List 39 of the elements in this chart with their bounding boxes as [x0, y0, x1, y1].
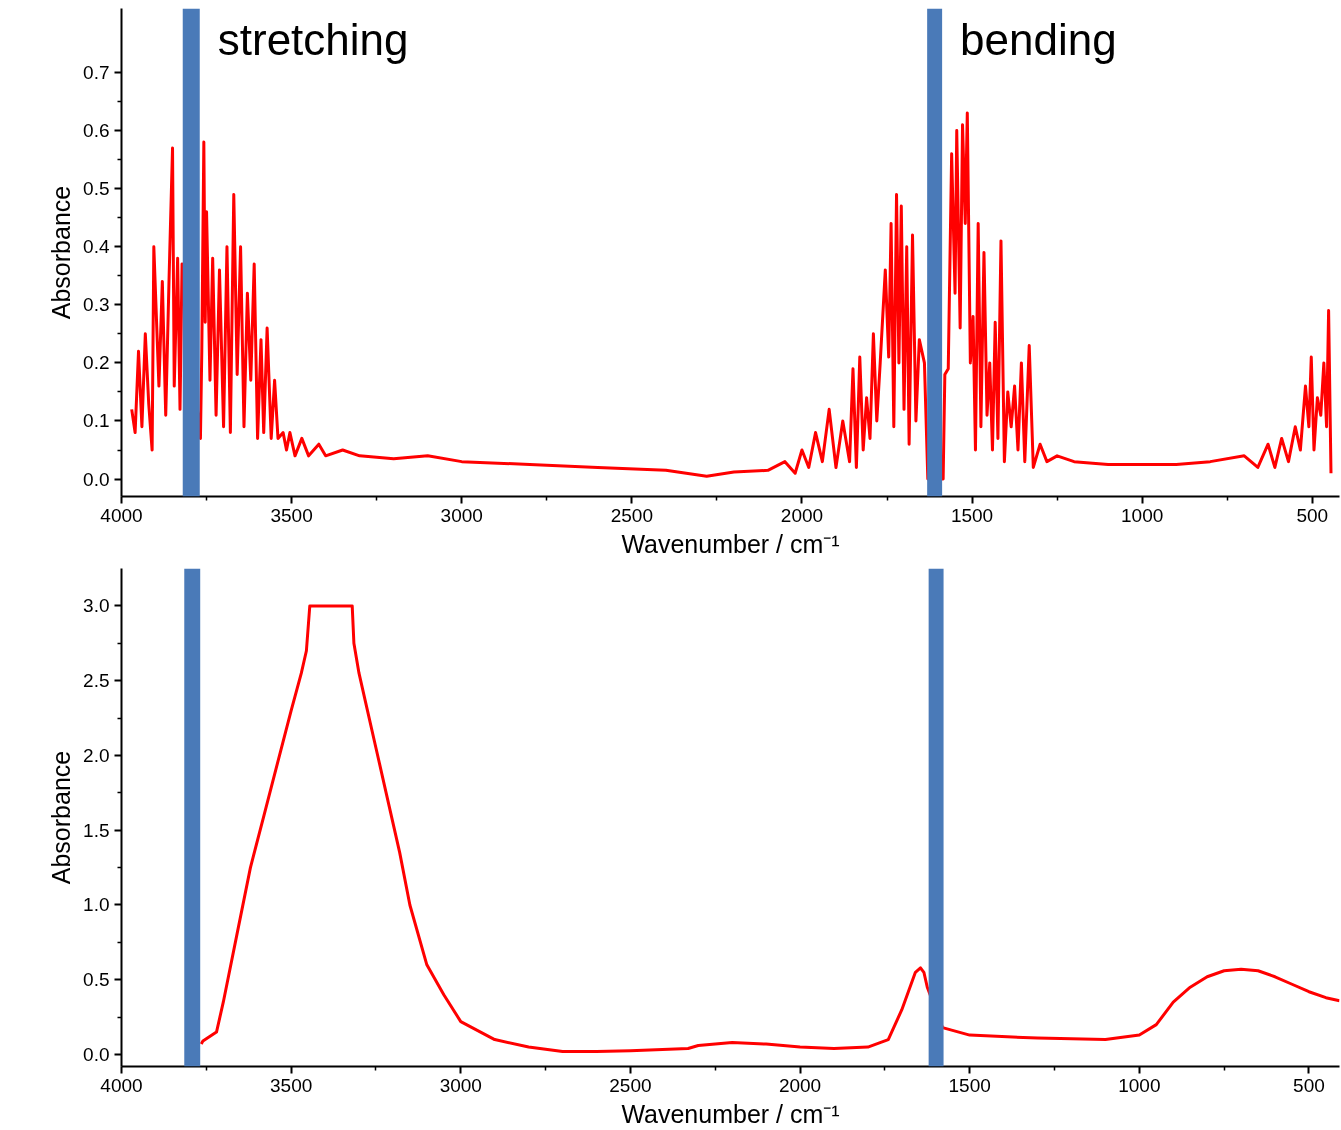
x-axis-title: Wavenumber / cm⁻¹: [621, 1099, 840, 1128]
x-tick-label: 3000: [439, 1074, 482, 1096]
y-tick-label: 0.3: [83, 294, 110, 316]
y-tick-label: 0.0: [83, 1044, 110, 1066]
x-tick-label: 500: [1293, 1074, 1325, 1096]
x-tick-label: 1000: [1118, 1074, 1161, 1096]
x-tick-label: 500: [1296, 504, 1329, 526]
x-tick-label: 2500: [609, 1074, 652, 1096]
line-series: [199, 604, 1340, 1054]
y-tick-label: 0.5: [83, 178, 110, 200]
x-tick-label: 4000: [100, 1074, 143, 1096]
y-tick-label: 1.0: [83, 894, 110, 916]
y-tick-label: 0.6: [83, 120, 110, 141]
y-tick-label: 0.1: [83, 410, 110, 432]
band-label: bending: [960, 14, 1117, 64]
x-tick-label: 2500: [610, 504, 653, 526]
y-tick-label: 2.5: [83, 670, 110, 692]
band-label: stretching: [217, 14, 409, 64]
y-tick-label: 0.7: [83, 61, 110, 83]
y-tick-label: 1.5: [83, 819, 110, 841]
x-tick-label: 1000: [1121, 504, 1164, 526]
x-tick-label: 1500: [948, 1074, 991, 1096]
x-tick-label: 4000: [100, 504, 143, 526]
y-axis-title: Absorbance: [47, 185, 76, 320]
x-axis-title: Wavenumber / cm⁻¹: [621, 529, 840, 558]
line-series: [130, 111, 1333, 481]
y-tick-label: 0.4: [83, 236, 110, 258]
x-tick-label: 2000: [780, 504, 824, 526]
y-axis-title: Absorbance: [47, 750, 76, 885]
y-tick-label: 3.0: [83, 595, 110, 617]
y-tick-label: 0.2: [83, 352, 110, 374]
x-tick-label: 3500: [270, 504, 313, 526]
y-tick-label: 0.0: [83, 468, 110, 490]
x-tick-label: 3000: [440, 504, 483, 526]
x-tick-label: 1500: [950, 504, 994, 526]
y-tick-label: 2.0: [83, 744, 110, 766]
x-tick-label: 2000: [778, 1074, 822, 1096]
y-tick-label: 0.5: [83, 969, 110, 991]
x-tick-label: 3500: [270, 1074, 313, 1096]
